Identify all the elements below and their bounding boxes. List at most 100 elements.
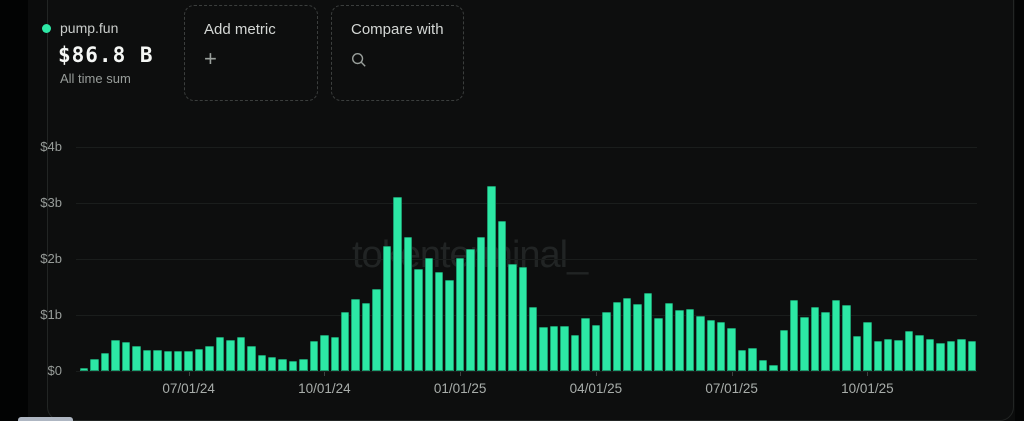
bar[interactable] [831,299,841,371]
bar[interactable] [529,306,538,371]
bar[interactable] [790,300,799,371]
bar[interactable] [132,346,141,371]
bar[interactable] [810,306,820,371]
bar[interactable] [278,359,287,371]
bar[interactable] [424,258,434,371]
bar[interactable] [622,298,632,371]
bar[interactable] [403,237,413,371]
bar[interactable] [591,325,601,371]
bar[interactable] [737,350,747,371]
x-axis-tick [595,372,597,376]
bar[interactable] [821,312,830,371]
bar[interactable] [466,249,475,371]
plus-icon: + [204,46,217,71]
bar[interactable] [330,337,340,371]
bar[interactable] [247,345,256,371]
bar[interactable] [800,316,809,371]
bar[interactable] [539,327,548,371]
bar[interactable] [153,350,162,371]
x-axis-label: 07/01/25 [705,381,758,396]
bar[interactable] [309,340,319,371]
bar[interactable] [372,289,381,371]
y-axis-label: $0 [47,363,62,378]
bar[interactable] [894,339,903,371]
bar[interactable] [435,272,444,371]
bar[interactable] [581,318,590,371]
compare-with-button[interactable]: Compare with [331,5,464,101]
bar[interactable] [643,293,653,371]
bar[interactable] [414,268,423,371]
bar[interactable] [194,349,204,371]
bar[interactable] [696,315,705,371]
bar[interactable] [560,325,569,371]
bar[interactable] [936,343,945,371]
bar[interactable] [487,186,496,371]
bar[interactable] [455,257,465,371]
bar[interactable] [612,301,621,371]
bar[interactable] [508,264,517,371]
bar[interactable] [654,318,663,371]
bar[interactable] [299,358,308,371]
bar[interactable] [852,335,862,371]
bar[interactable] [873,341,883,371]
bar[interactable] [361,303,371,371]
x-axis-label: 07/01/24 [162,381,215,396]
bar[interactable] [727,327,736,371]
bar[interactable] [967,341,976,371]
bar[interactable] [288,360,298,371]
x-axis-tick [731,372,733,376]
bar[interactable] [957,339,966,371]
bar[interactable] [393,197,402,371]
bar[interactable] [842,304,851,371]
bottom-edge-strip [18,417,73,421]
bar[interactable] [675,309,684,371]
bar[interactable] [142,349,152,371]
bar[interactable] [633,303,642,371]
bar[interactable] [215,337,225,371]
bar[interactable] [685,308,695,371]
bar[interactable] [549,325,559,371]
bar[interactable] [80,368,89,371]
bar[interactable] [664,302,674,371]
bar[interactable] [351,298,360,371]
bar[interactable] [706,320,715,371]
metric-name-label: pump.fun [60,20,119,36]
bar[interactable] [602,312,611,371]
y-axis-label: $2b [40,251,62,266]
bar[interactable] [476,237,486,371]
add-metric-label: Add metric [204,21,276,38]
bar[interactable] [445,280,454,371]
bar[interactable] [163,351,172,371]
bar[interactable] [121,342,131,371]
bar[interactable] [748,348,757,371]
bar[interactable] [758,359,768,371]
bar[interactable] [320,335,329,371]
bar[interactable] [863,322,872,371]
bar[interactable] [915,334,924,371]
bar[interactable] [90,359,99,371]
bar[interactable] [904,331,914,371]
bar[interactable] [925,339,935,371]
bar[interactable] [518,266,527,371]
bar[interactable] [382,246,392,371]
bar[interactable] [111,340,120,371]
bar[interactable] [779,330,789,371]
bar[interactable] [205,345,214,371]
bar[interactable] [236,337,246,371]
bar[interactable] [716,322,726,371]
bar[interactable] [946,341,956,371]
bar[interactable] [497,220,507,371]
x-axis-label: 01/01/25 [433,381,487,396]
bar[interactable] [173,350,183,371]
bar[interactable] [884,339,893,371]
bar[interactable] [100,353,110,371]
bar[interactable] [267,357,277,371]
bar[interactable] [257,354,266,371]
bar[interactable] [570,334,580,371]
compare-with-label: Compare with [351,21,444,38]
bar[interactable] [769,365,778,371]
add-metric-button[interactable]: Add metric + [184,5,318,101]
bar[interactable] [184,351,193,371]
bar[interactable] [226,340,235,371]
bar[interactable] [341,311,350,371]
